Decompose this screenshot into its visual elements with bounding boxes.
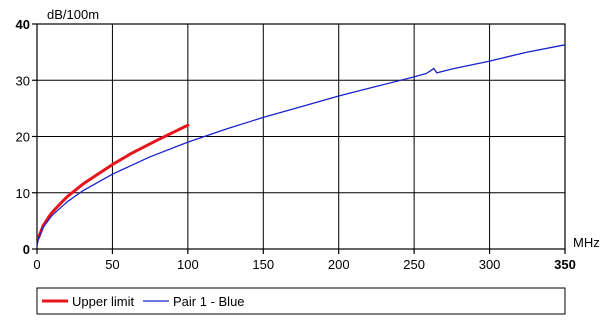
legend-box xyxy=(36,287,566,315)
x-tick-label: 300 xyxy=(479,257,501,272)
x-axis-label: MHz xyxy=(573,235,600,250)
y-tick-label: 20 xyxy=(16,130,30,145)
y-tick-label: 10 xyxy=(16,186,30,201)
y-tick-label: 0 xyxy=(23,242,30,257)
x-tick-label: 350 xyxy=(554,257,576,272)
series-line-1 xyxy=(37,123,190,240)
y-tick-label: 30 xyxy=(16,73,30,88)
y-tick-label: 40 xyxy=(16,17,30,32)
series-lines xyxy=(36,44,566,247)
legend: Upper limit Pair 1 - Blue xyxy=(36,287,566,315)
x-tick-label: 150 xyxy=(252,257,274,272)
series-line-2 xyxy=(36,44,566,247)
grid xyxy=(37,24,565,249)
axis-ticks: 0 50 100 150 200 250 300 350 0 10 20 30 40 xyxy=(16,17,576,272)
x-tick-label: 50 xyxy=(105,257,119,272)
legend-label-1: Upper limit xyxy=(72,294,135,309)
x-tick-label: 250 xyxy=(403,257,425,272)
legend-label-2: Pair 1 - Blue xyxy=(173,294,245,309)
x-tick-label: 0 xyxy=(33,257,40,272)
x-tick-label: 200 xyxy=(328,257,350,272)
x-tick-label: 100 xyxy=(177,257,199,272)
y-axis-label: dB/100m xyxy=(47,7,99,22)
